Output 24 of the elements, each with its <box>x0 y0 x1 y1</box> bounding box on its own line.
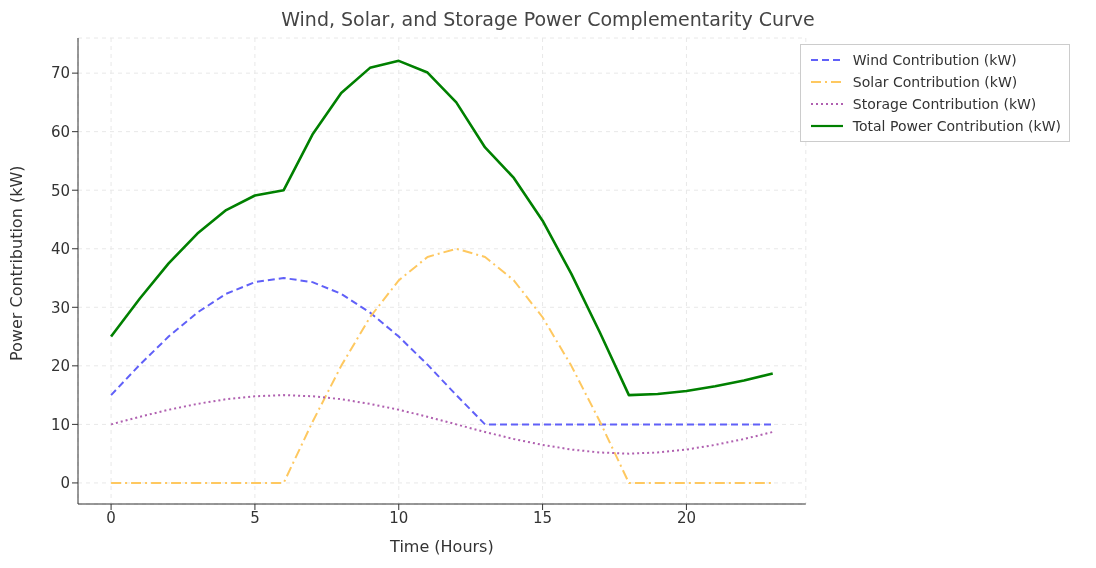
x-tick-label: 10 <box>389 508 409 527</box>
line-series <box>110 247 774 484</box>
y-axis-title: Power Contribution (kW) <box>6 165 26 361</box>
legend-label: Solar Contribution (kW) <box>852 74 1018 90</box>
legend-label: Total Power Contribution (kW) <box>852 118 1061 134</box>
x-tick-label: 0 <box>106 508 116 527</box>
y-tick-label: 70 <box>50 64 70 83</box>
y-tick-label: 20 <box>50 357 70 376</box>
legend-label: Wind Contribution (kW) <box>852 52 1017 68</box>
line-series <box>109 59 775 397</box>
x-axis-title: Time (Hours) <box>389 537 494 556</box>
legend-label: Storage Contribution (kW) <box>852 96 1037 112</box>
y-tick-label: 60 <box>50 122 70 141</box>
line-series <box>110 394 774 455</box>
x-tick-label: 15 <box>533 508 553 527</box>
x-tick-label: 5 <box>250 508 260 527</box>
chart-title: Wind, Solar, and Storage Power Complementarity Curve <box>280 8 816 32</box>
y-tick-label: 10 <box>50 415 70 434</box>
line-series <box>110 277 774 426</box>
x-tick-label: 20 <box>676 508 696 527</box>
y-tick-label: 0 <box>60 474 70 493</box>
y-tick-label: 40 <box>50 240 70 259</box>
y-tick-label: 30 <box>50 298 70 317</box>
y-tick-label: 50 <box>50 181 70 200</box>
